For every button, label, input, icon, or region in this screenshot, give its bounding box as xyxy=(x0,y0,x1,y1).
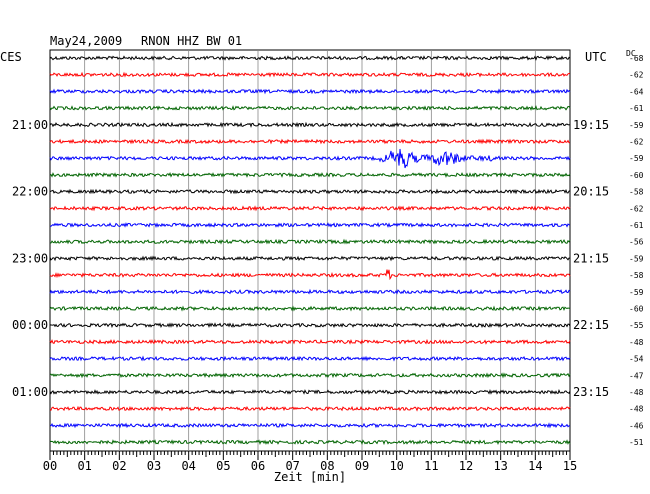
x-tick-label: 12 xyxy=(459,459,473,473)
trace-line xyxy=(49,121,571,128)
dc-offset-label: -59 xyxy=(629,254,644,263)
x-tick-label: 14 xyxy=(528,459,542,473)
dc-offset-label: -61 xyxy=(629,221,644,230)
dc-offset-label: -64 xyxy=(629,87,644,96)
right-hour-labels: 19:15 20:15 21:15 22:15 23:15 xyxy=(573,118,609,399)
x-axis-title: Zeit [min] xyxy=(274,470,346,484)
dc-offset-label: -59 xyxy=(629,121,644,130)
left-hour-label: 21:00 xyxy=(12,118,48,132)
trace-line xyxy=(49,422,571,429)
left-hour-label: 01:00 xyxy=(12,385,48,399)
x-axis: 00 01 02 03 04 05 06 07 08 09 10 11 12 13 14 15 xyxy=(43,451,577,473)
dc-offset-label: -47 xyxy=(629,371,644,380)
dc-header-label: DC xyxy=(626,49,636,58)
trace-line xyxy=(49,88,571,95)
dc-offset-label: -60 xyxy=(629,305,644,314)
x-tick-label: 13 xyxy=(493,459,507,473)
trace-line xyxy=(49,238,571,245)
trace-line xyxy=(49,372,571,379)
trace-line xyxy=(49,71,571,78)
x-tick-label: 05 xyxy=(216,459,230,473)
left-timezone-label: CES xyxy=(0,50,22,64)
trace-line xyxy=(49,205,571,212)
trace-line xyxy=(49,355,571,362)
left-hour-label: 23:00 xyxy=(12,251,48,265)
dc-offset-label: -48 xyxy=(629,338,644,347)
trace-line xyxy=(49,255,571,262)
right-hour-label: 22:15 xyxy=(573,318,609,332)
trace-line xyxy=(49,405,571,412)
trace-line xyxy=(49,269,571,281)
trace-line xyxy=(49,105,571,111)
dc-offset-label: -61 xyxy=(629,104,644,113)
right-hour-label: 19:15 xyxy=(573,118,609,132)
trace-line xyxy=(49,188,571,195)
trace-line xyxy=(49,389,571,395)
dc-offset-label: -58 xyxy=(629,271,644,280)
dc-offset-label: -62 xyxy=(629,138,644,147)
left-hour-labels: 21:00 22:00 23:00 00:00 01:00 xyxy=(12,118,48,399)
trace-line xyxy=(49,305,571,312)
dc-offset-label: -48 xyxy=(629,388,644,397)
dc-offset-label: -62 xyxy=(629,71,644,80)
x-tick-label: 08 xyxy=(320,459,334,473)
trace-line xyxy=(49,55,571,61)
left-hour-label: 00:00 xyxy=(12,318,48,332)
x-tick-label: 11 xyxy=(424,459,438,473)
x-tick-label: 04 xyxy=(181,459,195,473)
trace-line xyxy=(49,222,571,228)
x-tick-label: 01 xyxy=(77,459,91,473)
x-tick-label: 07 xyxy=(285,459,299,473)
trace-line xyxy=(49,148,571,169)
trace-line xyxy=(49,288,571,295)
dc-offset-label: -59 xyxy=(629,288,644,297)
dc-offset-label: -48 xyxy=(629,405,644,414)
dc-offset-label: -51 xyxy=(629,438,644,447)
trace-line xyxy=(49,322,571,329)
seismic-traces xyxy=(49,55,571,446)
right-timezone-label: UTC xyxy=(585,50,607,64)
right-hour-label: 20:15 xyxy=(573,185,609,199)
trace-line xyxy=(49,439,571,446)
x-tick-label: 03 xyxy=(147,459,161,473)
dc-offset-label: -68 xyxy=(629,54,644,63)
dc-offset-label: -59 xyxy=(629,154,644,163)
trace-line xyxy=(49,172,571,178)
trace-line xyxy=(49,338,571,345)
date-label: May24,2009 xyxy=(50,34,122,48)
left-hour-label: 22:00 xyxy=(12,185,48,199)
station-label: RNON HHZ BW 01 xyxy=(141,34,242,48)
x-tick-label: 02 xyxy=(112,459,126,473)
x-tick-label: 10 xyxy=(389,459,403,473)
dc-offset-label: -62 xyxy=(629,204,644,213)
trace-line xyxy=(49,138,571,145)
x-tick-label: 00 xyxy=(43,459,57,473)
dc-offset-label: -55 xyxy=(629,321,644,330)
dc-offset-labels: -68 -62 -64 -61 -59 -62 -59 -60 -58 -62 -61 -56 -59 -… xyxy=(629,54,644,447)
x-tick-label: 09 xyxy=(355,459,369,473)
right-hour-label: 23:15 xyxy=(573,385,609,399)
right-hour-label: 21:15 xyxy=(573,251,609,265)
dc-offset-label: -54 xyxy=(629,355,644,364)
dc-offset-label: -58 xyxy=(629,188,644,197)
dc-offset-label: -56 xyxy=(629,238,644,247)
dc-offset-label: -46 xyxy=(629,421,644,430)
dc-offset-label: -60 xyxy=(629,171,644,180)
x-tick-label: 15 xyxy=(563,459,577,473)
x-tick-label: 06 xyxy=(251,459,265,473)
